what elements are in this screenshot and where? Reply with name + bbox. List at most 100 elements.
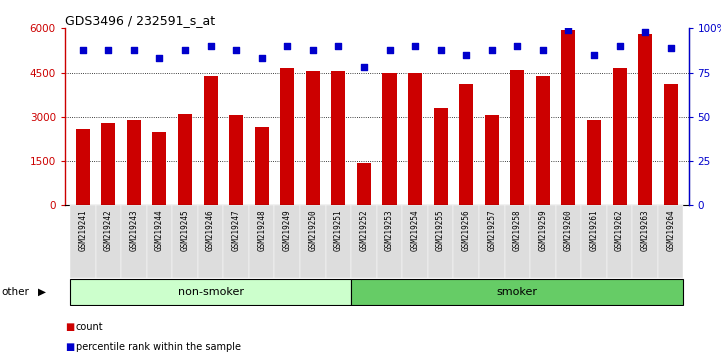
Bar (102, 123, 115, 205)
Bar (485, 115, 499, 205)
Point (614, 43, 625, 49)
Bar (351, 279, 684, 305)
Bar (459, 84, 473, 205)
Text: GSM219242: GSM219242 (104, 209, 113, 251)
Bar (530, 205, 556, 278)
Bar (326, 205, 351, 278)
Bar (70, 205, 96, 278)
Bar (632, 205, 658, 278)
Point (231, 47, 242, 52)
Bar (280, 68, 294, 205)
Text: GSM219250: GSM219250 (309, 209, 317, 251)
Bar (121, 205, 146, 278)
Bar (663, 84, 678, 205)
Text: GSM219247: GSM219247 (231, 209, 241, 251)
Bar (275, 205, 300, 278)
Point (128, 47, 140, 52)
Bar (357, 162, 371, 205)
Point (435, 47, 446, 52)
Text: other: other (1, 287, 30, 297)
Point (332, 43, 344, 49)
Text: GSM219246: GSM219246 (206, 209, 215, 251)
Bar (581, 205, 607, 278)
Text: GSM219243: GSM219243 (129, 209, 138, 251)
Point (410, 43, 421, 49)
Bar (382, 73, 397, 205)
Text: GSM219245: GSM219245 (180, 209, 190, 251)
Point (562, 27, 574, 33)
Bar (402, 205, 428, 278)
Text: GSM219253: GSM219253 (385, 209, 394, 251)
Text: GSM219256: GSM219256 (461, 209, 471, 251)
Bar (433, 108, 448, 205)
Bar (178, 114, 192, 205)
Text: GSM219262: GSM219262 (615, 209, 624, 251)
Bar (607, 205, 632, 278)
Text: percentile rank within the sample: percentile rank within the sample (76, 342, 241, 352)
Bar (454, 205, 479, 278)
Bar (172, 205, 198, 278)
Bar (505, 205, 530, 278)
Bar (146, 205, 172, 278)
Text: GSM219261: GSM219261 (590, 209, 598, 251)
Text: GSM219252: GSM219252 (360, 209, 368, 251)
Bar (96, 205, 121, 278)
Bar (428, 205, 454, 278)
Text: GSM219257: GSM219257 (487, 209, 496, 251)
Point (486, 47, 497, 52)
Point (281, 43, 293, 49)
Bar (613, 68, 627, 205)
Point (77, 47, 89, 52)
Text: GSM219264: GSM219264 (666, 209, 675, 251)
Text: non-smoker: non-smoker (177, 287, 244, 297)
Bar (536, 75, 550, 205)
Text: GSM219249: GSM219249 (283, 209, 292, 251)
Text: GSM219259: GSM219259 (539, 209, 547, 251)
Point (180, 47, 191, 52)
Bar (300, 205, 326, 278)
Text: smoker: smoker (497, 287, 538, 297)
Point (640, 29, 651, 35)
Point (102, 47, 114, 52)
Bar (70, 279, 351, 305)
Text: GSM219248: GSM219248 (257, 209, 266, 251)
Text: GSM219251: GSM219251 (334, 209, 343, 251)
Point (154, 56, 165, 61)
Point (358, 64, 370, 70)
Bar (587, 120, 601, 205)
Text: ▶: ▶ (38, 287, 46, 297)
Point (205, 43, 216, 49)
Bar (351, 205, 376, 278)
Text: GSM219254: GSM219254 (410, 209, 420, 251)
Point (665, 45, 676, 51)
Point (461, 52, 472, 58)
Text: GSM219241: GSM219241 (79, 209, 87, 251)
Text: GSM219258: GSM219258 (513, 209, 522, 251)
Bar (229, 115, 243, 205)
Text: ■: ■ (65, 342, 74, 352)
Text: GSM219255: GSM219255 (436, 209, 445, 251)
Point (588, 52, 600, 58)
Bar (203, 75, 218, 205)
Point (537, 47, 549, 52)
Bar (638, 34, 652, 205)
Text: GDS3496 / 232591_s_at: GDS3496 / 232591_s_at (65, 14, 215, 27)
Text: GSM219263: GSM219263 (640, 209, 650, 251)
Bar (408, 73, 422, 205)
Bar (556, 205, 581, 278)
Bar (510, 70, 524, 205)
Bar (658, 205, 684, 278)
Bar (198, 205, 224, 278)
Bar (76, 129, 90, 205)
Text: count: count (76, 322, 103, 332)
Point (256, 56, 267, 61)
Point (511, 43, 523, 49)
Point (307, 47, 319, 52)
Bar (479, 205, 505, 278)
Text: ■: ■ (65, 322, 74, 332)
Bar (332, 71, 345, 205)
Text: GSM219260: GSM219260 (564, 209, 573, 251)
Bar (127, 120, 141, 205)
Bar (224, 205, 249, 278)
Bar (377, 205, 402, 278)
